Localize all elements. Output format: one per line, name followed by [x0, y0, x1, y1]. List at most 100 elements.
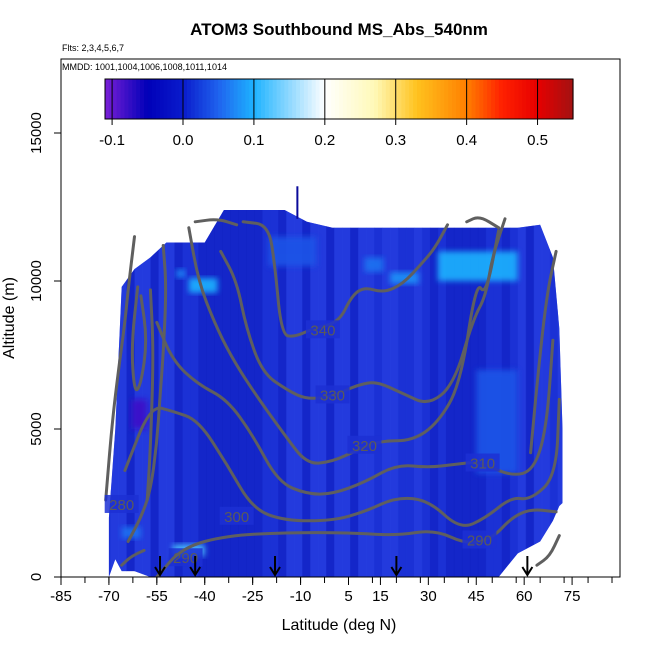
y-tick-label: 0 [28, 573, 45, 581]
isentrope-line [155, 320, 555, 496]
colorbar-segment [530, 79, 535, 119]
x-tick-label: -55 [146, 588, 168, 605]
isentrope-label: 290 [467, 532, 492, 549]
isentrope-line [104, 235, 136, 502]
colorbar-segment [190, 79, 196, 119]
colorbar-segment [167, 79, 172, 119]
colorbar-segment [378, 79, 383, 119]
x-tick-label: -70 [98, 588, 120, 605]
colorbar-segment [315, 79, 321, 119]
colorbar-segment [569, 79, 574, 119]
texture-column [437, 209, 447, 577]
colorbar-segment [108, 79, 114, 119]
sounding-arrowhead [269, 566, 281, 577]
isentrope-line [535, 534, 561, 567]
isentrope-line [219, 217, 507, 404]
colorbar-segment [463, 79, 469, 119]
texture-column [421, 209, 431, 577]
texture-column [493, 209, 503, 577]
isentrope-line [123, 397, 561, 527]
texture-column [461, 209, 471, 577]
y-tick-label: 15000 [28, 112, 45, 154]
texture-column [342, 209, 351, 577]
colorbar-segment [175, 79, 180, 119]
x-tick-label: -10 [290, 588, 312, 605]
colorbar-segment [163, 79, 168, 119]
colorbar-segment [440, 79, 445, 119]
colorbar-segment [307, 79, 313, 119]
colorbar-segment [358, 79, 363, 119]
colorbar-segment [553, 79, 558, 119]
colorbar-segment [397, 79, 402, 119]
texture-column [238, 209, 247, 577]
x-axis-label: Latitude (deg N) [282, 617, 397, 634]
colorbar-segment [159, 79, 165, 119]
colorbar-segment [225, 79, 231, 119]
colorbar-segment [436, 79, 441, 119]
texture-column [270, 209, 279, 577]
isentrope-label-bg [305, 320, 340, 339]
colorbar-segment [186, 79, 192, 119]
texture-column [382, 209, 391, 577]
colorbar-segment [229, 79, 235, 119]
y-tick-label: 5000 [28, 412, 45, 445]
colorbar-segment [288, 79, 293, 119]
colorbar-segment [245, 79, 250, 119]
colorbar-segment [198, 79, 204, 119]
texture-column [453, 209, 463, 577]
colorbar-segment [144, 79, 149, 119]
colorbar-tick-label: 0.4 [456, 132, 477, 149]
colorbar-segment [448, 79, 453, 119]
colorbar-segment [456, 79, 461, 119]
x-tick-label: 15 [372, 588, 389, 605]
texture-column [390, 209, 399, 577]
texture-column [134, 209, 143, 577]
colorbar-segment [537, 79, 543, 119]
texture-column [118, 209, 127, 577]
texture-column [254, 209, 263, 577]
colorbar-segment [350, 79, 356, 119]
colorbar-segment [498, 79, 504, 119]
colorbar-segment [105, 79, 110, 119]
texture-column [198, 209, 207, 577]
colorbar-segment [136, 79, 141, 119]
isentrope-line [145, 288, 155, 502]
colorbar: -0.1 0.0 0.1 0.2 0.3 0.4 0.5 [99, 78, 574, 149]
chart-title: ATOM3 Southbound MS_Abs_540nm [190, 20, 488, 39]
colorbar-segment [518, 79, 523, 119]
texture-column [214, 209, 223, 577]
colorbar-segment [132, 79, 137, 119]
colorbar-segment [319, 79, 324, 119]
sounding-arrowhead [154, 566, 166, 577]
colorbar-segment [151, 79, 157, 119]
colorbar-segment [424, 79, 430, 119]
texture-column [126, 209, 135, 577]
colorbar-segment [155, 79, 161, 119]
isentrope-label: 310 [470, 456, 495, 473]
colorbar-segment [557, 79, 562, 119]
colorbar-segment [389, 79, 395, 119]
isentrope-line [465, 216, 501, 230]
colorbar-segment [327, 79, 332, 119]
y-axis-label: Altitude (m) [1, 277, 18, 359]
colorbar-segment [467, 79, 473, 119]
colorbar-segment [183, 79, 188, 119]
y-axis: 0 5000 10000 15000 [28, 112, 61, 581]
colorbar-segment [268, 79, 274, 119]
colorbar-segment [471, 79, 477, 119]
colorbar-segment [218, 79, 223, 119]
annotation-layer [154, 186, 534, 577]
texture-column [174, 209, 183, 577]
colorbar-segment [303, 79, 309, 119]
colorbar-segment [549, 79, 555, 119]
x-tick-label: -25 [242, 588, 264, 605]
colorbar-segment [311, 79, 317, 119]
colorbar-segment [417, 79, 422, 119]
x-tick-label: 5 [344, 588, 352, 605]
colorbar-tick-label: 0.3 [385, 132, 406, 149]
texture-column [366, 209, 375, 577]
dates-note: MMDD: 1001,1004,1006,1008,1011,1014 [62, 62, 227, 72]
colorbar-segment [194, 79, 200, 119]
